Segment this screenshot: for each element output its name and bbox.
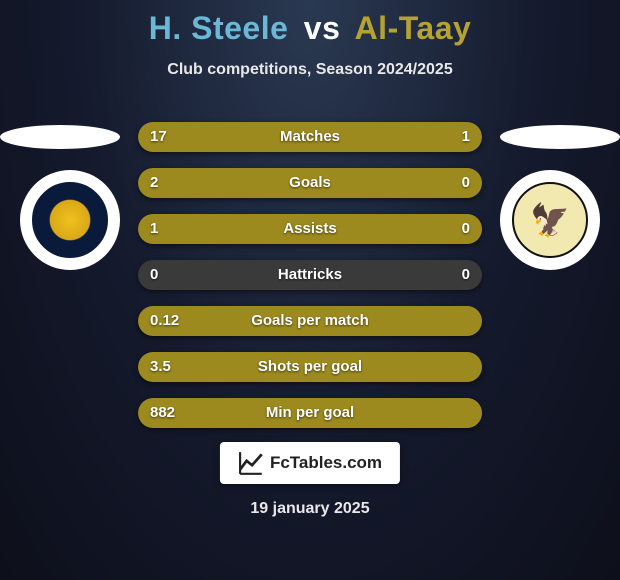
stat-label: Hattricks [138,260,482,290]
fctables-logo: FcTables.com [220,442,400,484]
player1-name: H. Steele [149,10,289,46]
stat-value-right: 0 [462,214,470,244]
stat-row: 2Goals0 [138,168,482,198]
team1-badge [20,170,120,270]
stat-label: Assists [138,214,482,244]
vs-text: vs [304,10,341,46]
date-label: 19 january 2025 [0,500,620,518]
stat-row: 3.5Shots per goal [138,352,482,382]
phoenix-icon: 🦅 [512,182,588,258]
team2-badge: 🦅 [500,170,600,270]
mariners-icon [32,182,108,258]
stat-value-right: 0 [462,260,470,290]
player1-silhouette [0,125,120,149]
stats-container: 17Matches12Goals01Assists00Hattricks00.1… [138,122,482,444]
stat-row: 17Matches1 [138,122,482,152]
stat-label: Matches [138,122,482,152]
subtitle: Club competitions, Season 2024/2025 [0,61,620,79]
player2-name: Al-Taay [355,10,472,46]
stat-label: Goals per match [138,306,482,336]
stat-label: Min per goal [138,398,482,428]
stat-label: Goals [138,168,482,198]
stat-row: 0.12Goals per match [138,306,482,336]
stat-label: Shots per goal [138,352,482,382]
chart-icon [238,450,264,476]
comparison-title: H. Steele vs Al-Taay [0,0,620,47]
stat-value-right: 1 [462,122,470,152]
stat-row: 1Assists0 [138,214,482,244]
stat-row: 0Hattricks0 [138,260,482,290]
site-name: FcTables.com [270,453,382,473]
player2-silhouette [500,125,620,149]
stat-row: 882Min per goal [138,398,482,428]
stat-value-right: 0 [462,168,470,198]
